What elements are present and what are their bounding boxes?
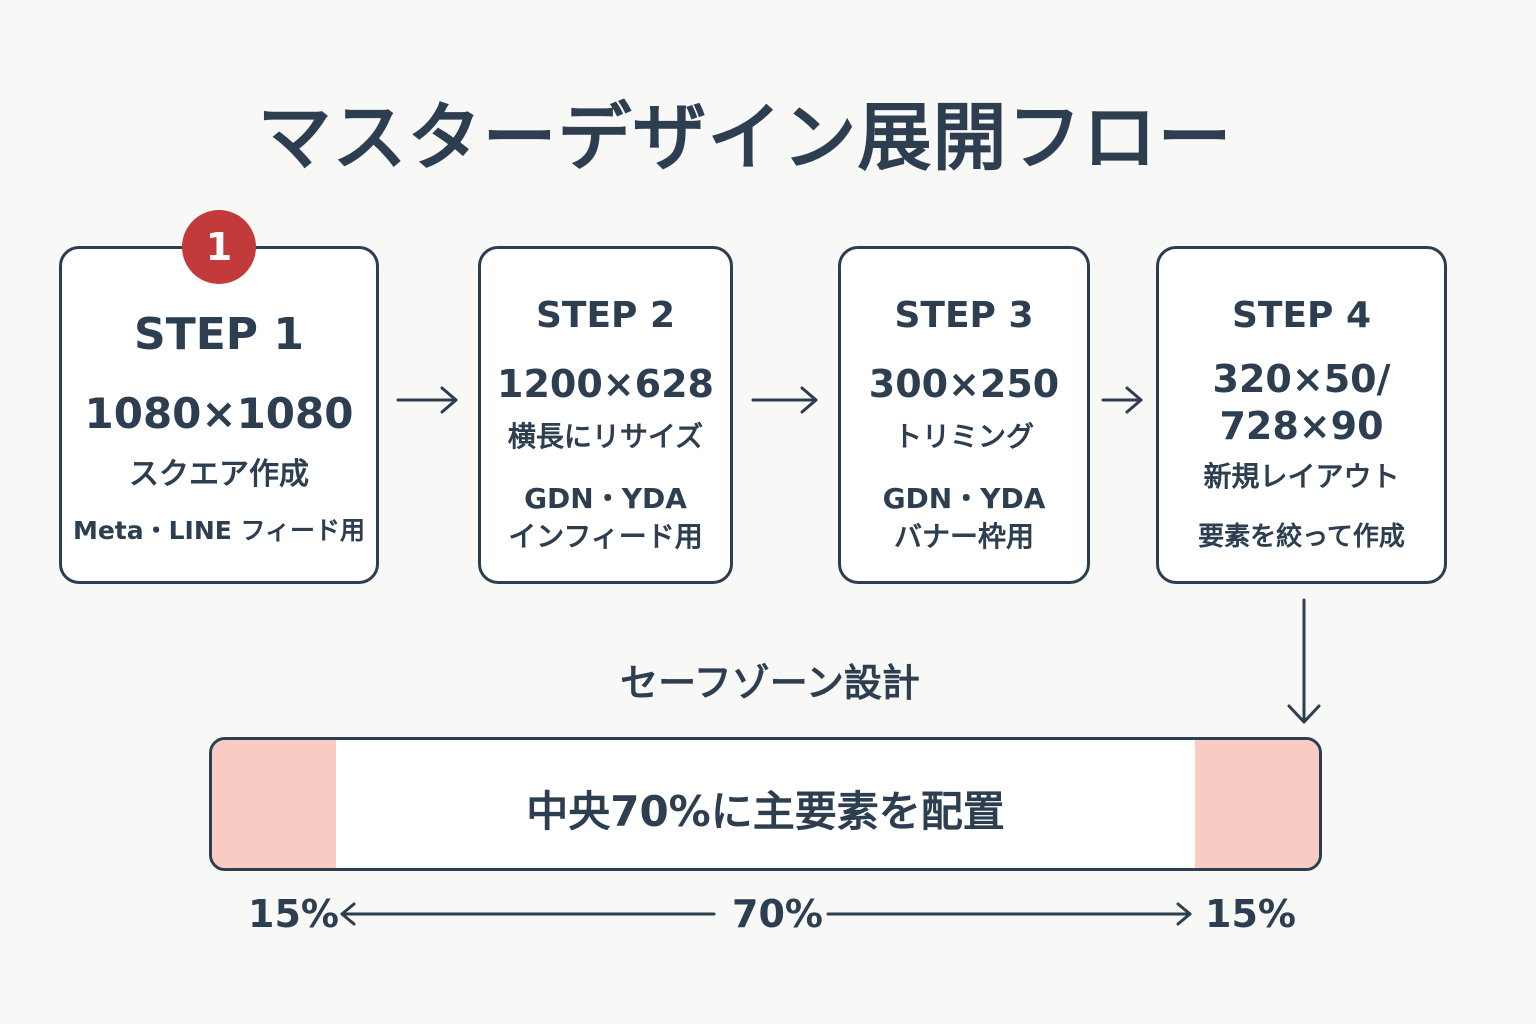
- safe-zone-label: セーフゾーン設計: [620, 661, 920, 705]
- margin-zone-right: [1195, 740, 1319, 868]
- step-2-card: STEP 2 1200×628 横長にリサイズ GDN・YDA インフィード用: [478, 246, 733, 584]
- step-3-note-1: GDN・YDA: [882, 482, 1046, 515]
- step-3-size: 300×250: [868, 362, 1060, 406]
- step-4-size-1: 320×50/: [1212, 357, 1391, 401]
- step-4-note: 要素を絞って作成: [1198, 522, 1405, 552]
- step-1-card: STEP 1 1080×1080 スクエア作成 Meta・LINE フィード用: [59, 246, 379, 584]
- margin-zone-left: [212, 740, 336, 868]
- arrow-step2-to-step3: [751, 386, 818, 414]
- step-2-label: STEP 2: [535, 295, 676, 336]
- step-4-label: STEP 4: [1231, 295, 1372, 336]
- arrow-step3-to-step4: [1101, 386, 1143, 414]
- step-4-size-2: 728×90: [1219, 404, 1384, 448]
- step-2-size: 1200×628: [497, 362, 714, 406]
- right-percent: 15%: [1205, 892, 1296, 936]
- step-1-desc: スクエア作成: [129, 457, 309, 492]
- diagram-title: マスターデザイン展開フロー: [257, 95, 1233, 181]
- step-4-card: STEP 4 320×50/ 728×90 新規レイアウト 要素を絞って作成: [1156, 246, 1447, 584]
- left-percent: 15%: [248, 892, 339, 936]
- step-1-size: 1080×1080: [84, 389, 354, 438]
- arrow-pct-left: [340, 902, 716, 926]
- step-2-note-1: GDN・YDA: [524, 482, 687, 515]
- step-2-note-2: インフィード用: [508, 520, 703, 553]
- step-3-label: STEP 3: [894, 295, 1034, 336]
- arrow-step1-to-step2: [396, 386, 458, 414]
- center-percent: 70%: [732, 892, 823, 936]
- arrow-pct-right: [826, 902, 1192, 926]
- step-4-desc: 新規レイアウト: [1203, 460, 1400, 493]
- step-2-desc: 横長にリサイズ: [507, 420, 704, 453]
- step-3-desc: トリミング: [893, 420, 1034, 453]
- step-1-note: Meta・LINE フィード用: [72, 516, 366, 545]
- step-1-label: STEP 1: [134, 309, 304, 360]
- safe-zone-bar: 中央70%に主要素を配置: [209, 737, 1322, 871]
- step-3-note-2: バナー枠用: [893, 520, 1034, 553]
- safe-zone-center-text: 中央70%に主要素を配置: [526, 787, 1005, 836]
- step-1-badge: 1: [182, 210, 256, 284]
- step-3-card: STEP 3 300×250 トリミング GDN・YDA バナー枠用: [838, 246, 1090, 584]
- arrow-step4-down: [1287, 598, 1321, 724]
